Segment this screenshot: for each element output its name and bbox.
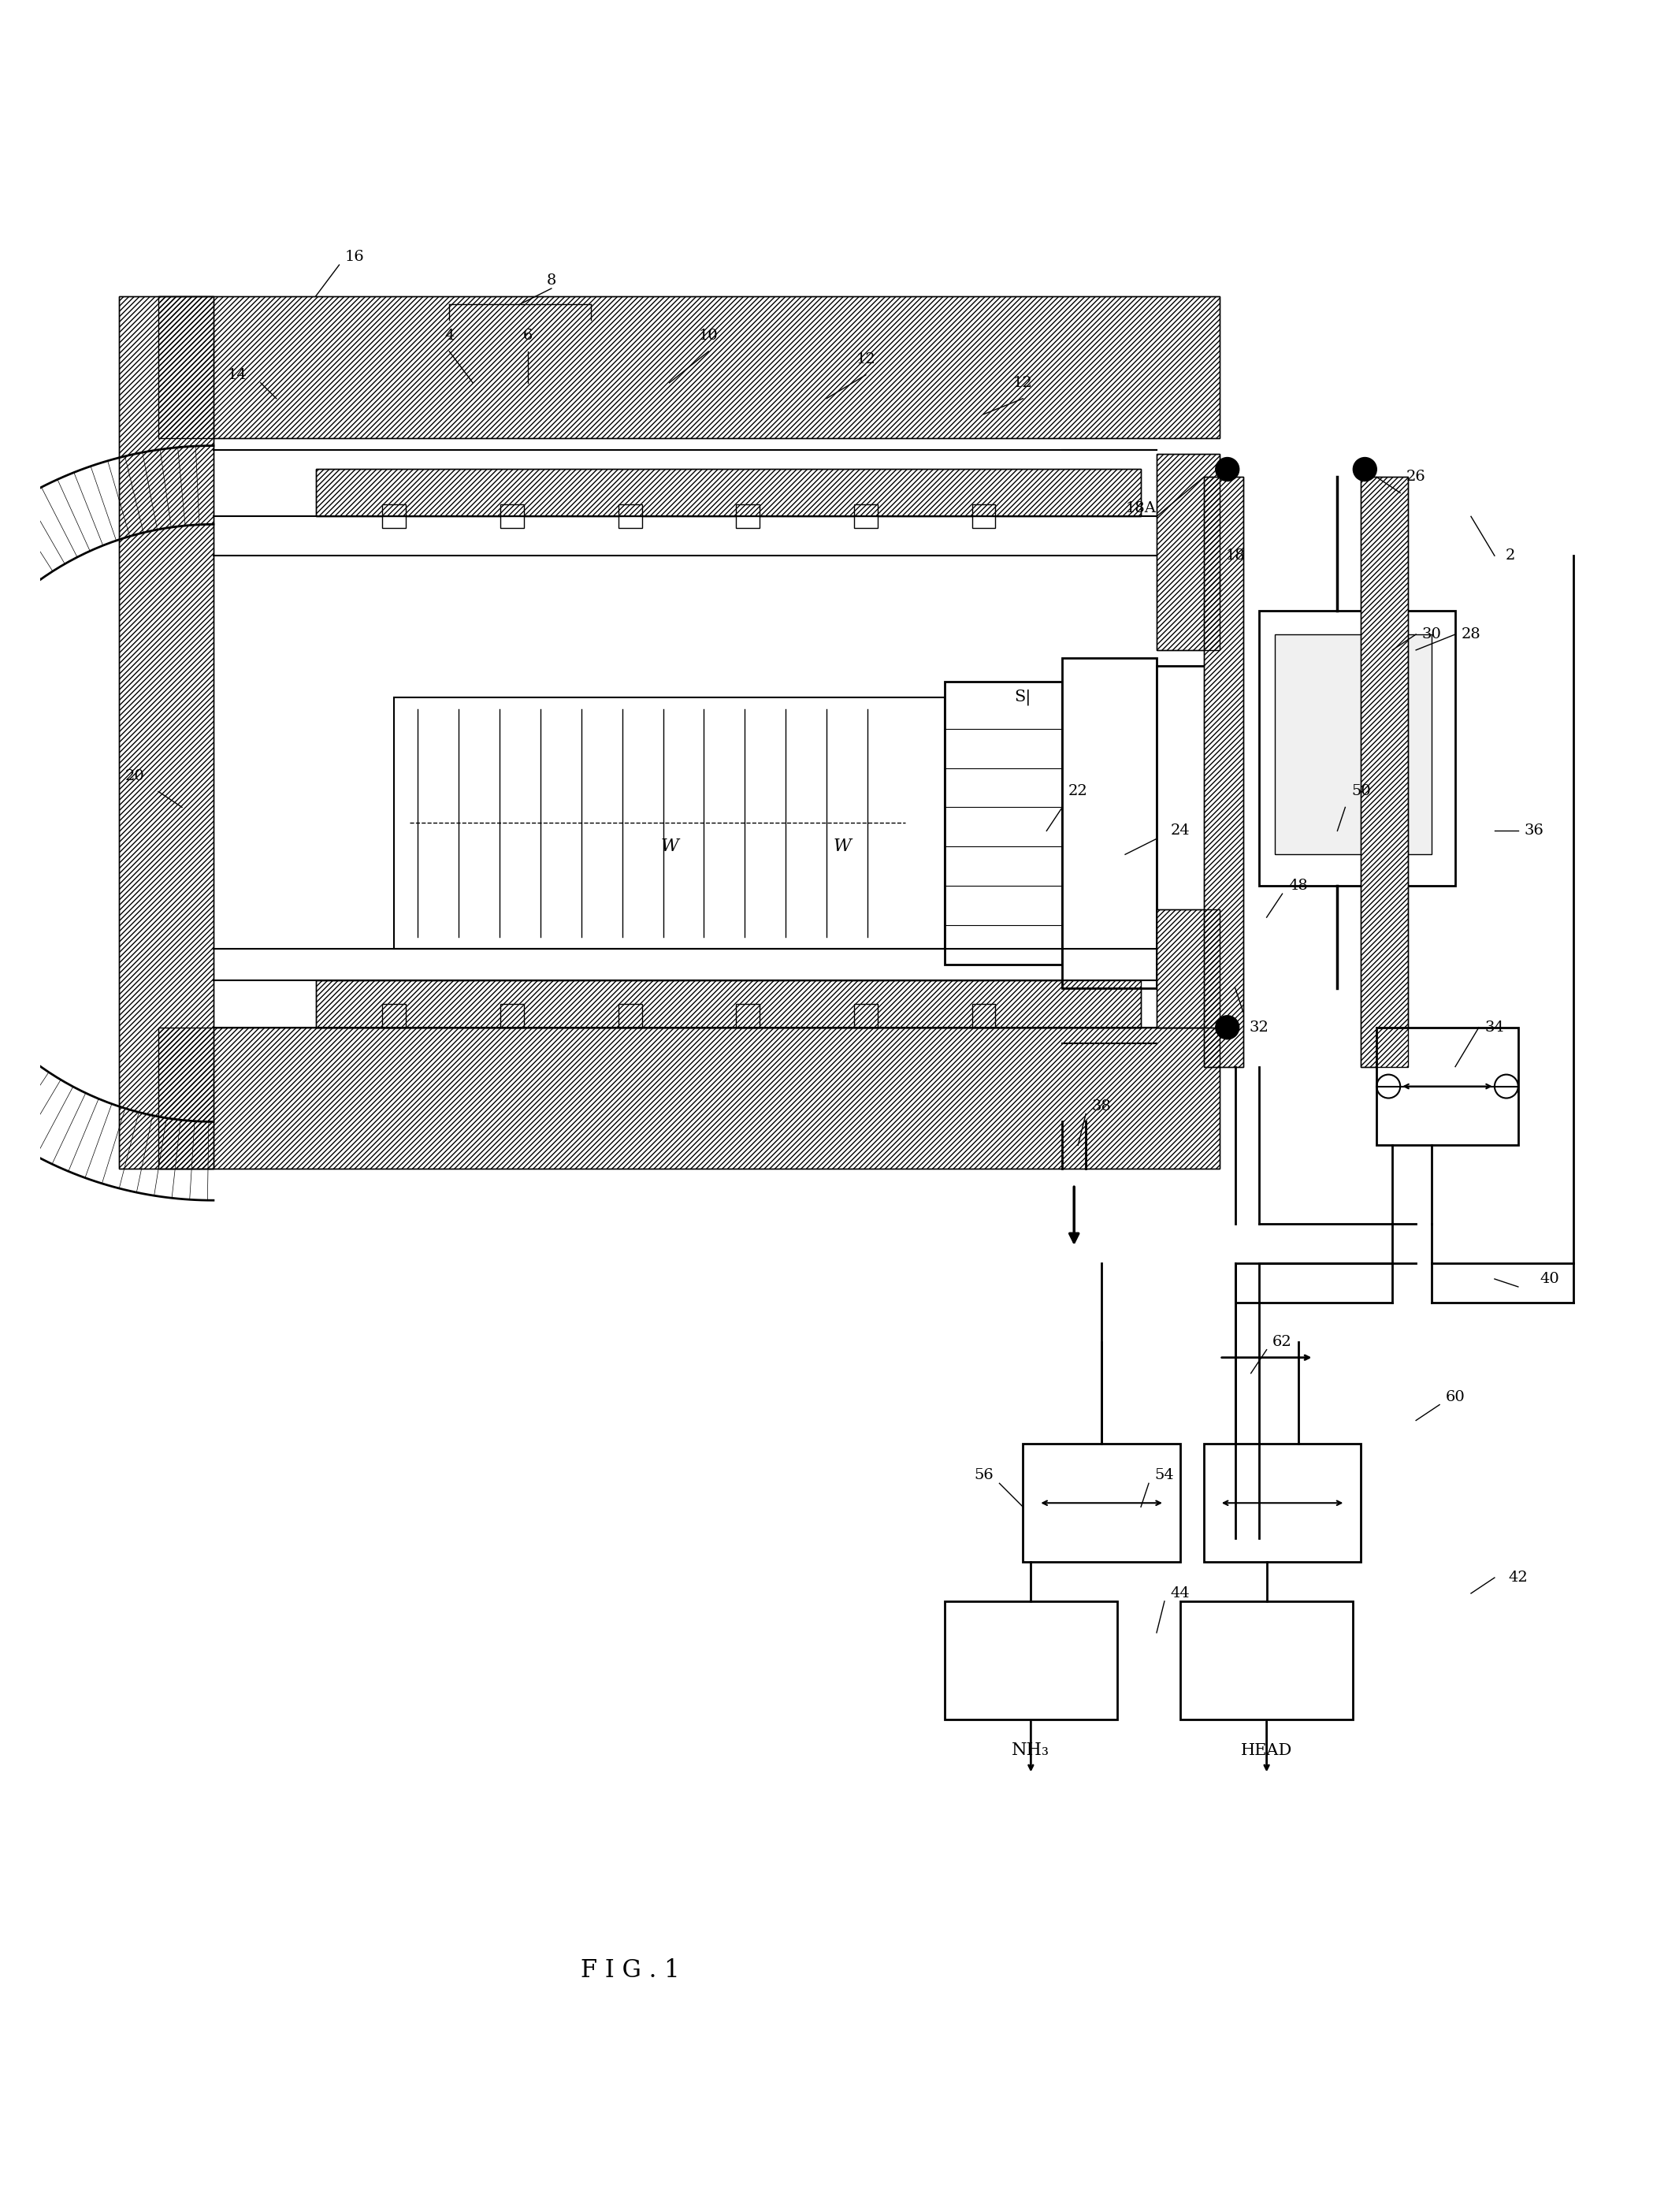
Bar [159, 1026, 1220, 1168]
Text: 6: 6 [522, 330, 532, 343]
Text: 62: 62 [1273, 1334, 1293, 1349]
Bar [1274, 635, 1431, 854]
Text: 60: 60 [1445, 1389, 1465, 1405]
Text: 16: 16 [345, 250, 365, 263]
Text: 50: 50 [1351, 785, 1370, 799]
Bar [736, 1004, 760, 1026]
Bar [316, 980, 1141, 1026]
Text: 56: 56 [974, 1469, 993, 1482]
Bar [393, 697, 944, 949]
Text: 44: 44 [1170, 1586, 1190, 1601]
Text: 18A: 18A [1126, 502, 1155, 515]
Text: 18: 18 [1225, 549, 1245, 562]
Text: 38: 38 [1091, 1099, 1111, 1113]
Bar [501, 1004, 524, 1026]
Bar [736, 504, 760, 529]
Text: 12: 12 [856, 352, 876, 367]
Bar [1157, 453, 1220, 650]
Bar [382, 1004, 407, 1026]
Text: 40: 40 [1541, 1272, 1559, 1285]
Text: S|: S| [1015, 690, 1031, 706]
Bar [972, 504, 995, 529]
Bar [1377, 1026, 1517, 1146]
Bar [1203, 478, 1243, 1066]
Text: 54: 54 [1155, 1469, 1174, 1482]
Text: 4: 4 [445, 330, 455, 343]
Circle shape [1215, 458, 1240, 480]
Bar [1157, 909, 1220, 1026]
Text: 2: 2 [1506, 549, 1516, 562]
Bar [501, 504, 524, 529]
Text: 24: 24 [1170, 823, 1190, 838]
Bar [1063, 657, 1157, 989]
Circle shape [1215, 1015, 1240, 1040]
Text: 28: 28 [1461, 628, 1481, 641]
Bar [1157, 666, 1220, 980]
Bar [1360, 478, 1408, 1066]
Bar [159, 296, 1220, 438]
Text: 8: 8 [547, 274, 557, 288]
Text: 36: 36 [1524, 823, 1544, 838]
Text: 30: 30 [1422, 628, 1441, 641]
Text: 22: 22 [1068, 785, 1088, 799]
Bar [1260, 611, 1455, 885]
Bar [382, 504, 407, 529]
Bar [1203, 1444, 1360, 1562]
Bar [972, 1004, 995, 1026]
Bar [316, 469, 1141, 515]
Text: 34: 34 [1484, 1020, 1504, 1035]
Circle shape [1354, 458, 1377, 480]
Bar [316, 980, 1141, 1026]
Text: F I G . 1: F I G . 1 [580, 1958, 679, 1982]
Text: 14: 14 [226, 367, 246, 383]
Text: 12: 12 [1013, 376, 1033, 389]
Text: NH₃: NH₃ [1012, 1741, 1050, 1759]
Bar [618, 504, 641, 529]
Text: 20: 20 [126, 770, 144, 783]
Text: 32: 32 [1250, 1020, 1268, 1035]
Bar [159, 296, 1220, 438]
Bar [944, 1601, 1117, 1719]
Bar [1023, 1444, 1180, 1562]
Bar [119, 296, 213, 1168]
Text: W: W [660, 838, 678, 856]
Bar [855, 504, 878, 529]
Bar [119, 296, 213, 1168]
Text: 26: 26 [1407, 469, 1427, 484]
Bar [1157, 909, 1220, 1026]
Bar [1360, 478, 1408, 1066]
Text: 10: 10 [699, 330, 719, 343]
Bar [1157, 453, 1220, 650]
Text: 48: 48 [1288, 878, 1308, 894]
Text: W: W [833, 838, 851, 856]
Text: HEAD: HEAD [1241, 1743, 1293, 1759]
Bar [1203, 478, 1243, 1066]
Bar [944, 681, 1063, 964]
Bar [159, 1026, 1220, 1168]
Text: 42: 42 [1509, 1571, 1527, 1584]
Polygon shape [0, 445, 213, 1201]
Bar [855, 1004, 878, 1026]
Bar [1180, 1601, 1354, 1719]
Bar [618, 1004, 641, 1026]
Bar [316, 469, 1141, 515]
